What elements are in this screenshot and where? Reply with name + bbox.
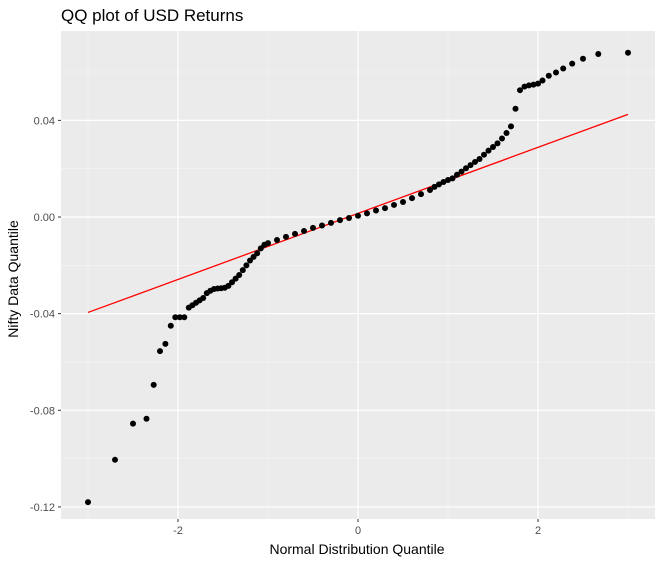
data-point xyxy=(595,50,602,57)
data-point xyxy=(512,105,519,112)
data-point xyxy=(157,348,163,355)
data-point xyxy=(553,69,559,76)
data-point xyxy=(503,129,510,136)
data-point xyxy=(355,212,361,219)
data-point xyxy=(143,415,150,422)
data-point xyxy=(625,49,631,56)
data-point xyxy=(150,381,157,388)
data-point xyxy=(418,191,424,198)
data-point xyxy=(569,60,576,67)
data-point xyxy=(112,456,118,463)
data-point xyxy=(454,171,460,178)
data-point xyxy=(176,314,183,321)
data-point xyxy=(481,151,487,158)
data-point xyxy=(458,168,465,175)
data-point xyxy=(364,210,370,217)
data-point xyxy=(236,272,243,278)
data-point xyxy=(328,219,334,226)
data-point xyxy=(382,205,388,212)
y-axis-title: Nifty Data Quantile xyxy=(5,220,21,338)
data-point xyxy=(301,228,307,235)
data-point xyxy=(85,499,91,506)
data-point xyxy=(172,314,179,321)
data-point xyxy=(292,230,298,237)
data-point xyxy=(545,72,552,79)
data-point xyxy=(319,222,325,229)
x-tick-label: -2 xyxy=(173,525,183,537)
data-point xyxy=(472,158,478,165)
data-point xyxy=(162,340,169,347)
data-point xyxy=(539,77,546,84)
y-tick-label: -0.08 xyxy=(30,405,55,417)
data-point xyxy=(409,195,415,202)
data-point xyxy=(167,322,174,329)
data-point xyxy=(499,135,505,142)
data-point xyxy=(445,177,451,184)
data-point xyxy=(337,217,343,224)
data-point xyxy=(181,314,188,321)
data-point xyxy=(274,236,280,243)
data-point xyxy=(310,224,316,231)
data-point xyxy=(200,294,207,301)
data-point xyxy=(440,178,447,185)
data-point xyxy=(427,186,433,193)
data-point xyxy=(580,55,586,62)
data-point xyxy=(560,65,567,72)
x-tick-label: 2 xyxy=(535,525,541,537)
data-point xyxy=(449,175,456,182)
data-point xyxy=(265,240,271,247)
data-point xyxy=(508,123,514,130)
data-point xyxy=(283,233,289,240)
data-point xyxy=(243,262,250,269)
y-tick-label: 0.04 xyxy=(34,115,55,127)
data-point xyxy=(490,143,496,150)
data-point xyxy=(130,420,136,427)
x-tick-label: 0 xyxy=(355,525,361,537)
data-point xyxy=(467,162,474,169)
data-point xyxy=(517,87,523,94)
y-axis-ticks: -0.12 -0.08 -0.04 0.00 0.04 xyxy=(30,115,61,514)
data-point xyxy=(400,199,406,206)
data-point xyxy=(346,214,352,221)
data-point xyxy=(436,181,442,188)
x-axis-ticks: -2 0 2 xyxy=(173,519,541,537)
data-point xyxy=(485,147,492,154)
y-tick-label: -0.04 xyxy=(30,309,55,321)
data-point xyxy=(391,201,397,208)
data-point xyxy=(535,80,541,87)
y-tick-label: 0.00 xyxy=(34,212,55,224)
data-point xyxy=(254,250,261,257)
chart-title: QQ plot of USD Returns xyxy=(61,6,243,25)
data-point xyxy=(526,82,532,89)
data-point xyxy=(431,183,438,190)
data-point xyxy=(530,81,537,88)
data-point xyxy=(494,140,501,147)
data-point xyxy=(476,156,483,163)
x-axis-title: Normal Distribution Quantile xyxy=(269,541,444,557)
data-points xyxy=(85,49,631,506)
data-point xyxy=(521,83,528,90)
data-point xyxy=(239,267,246,274)
data-point xyxy=(373,207,379,214)
major-gridlines xyxy=(61,31,655,519)
y-tick-label: -0.12 xyxy=(30,502,55,514)
data-point xyxy=(463,165,469,172)
